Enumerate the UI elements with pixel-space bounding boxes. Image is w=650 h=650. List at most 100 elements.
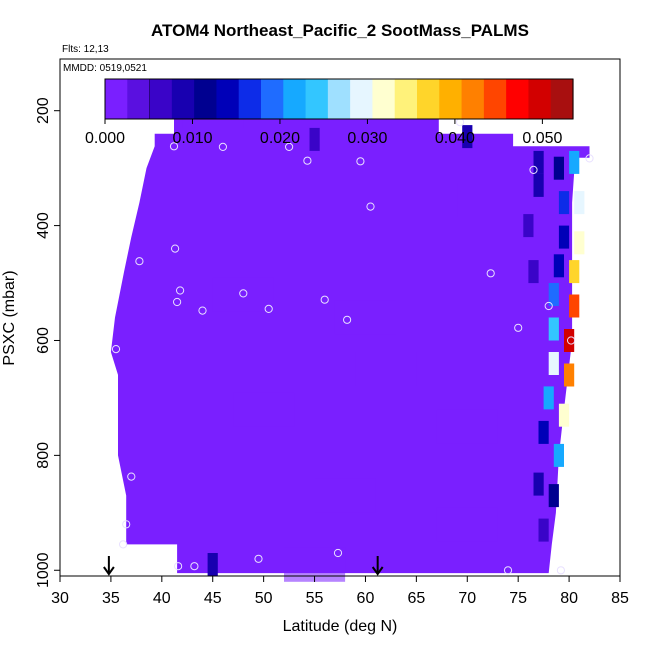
colorbar-segment: [394, 79, 418, 119]
sample-point: [171, 244, 180, 253]
sample-point: [127, 472, 136, 481]
colorbar-segment: [372, 79, 396, 119]
flight-arrows: [103, 556, 384, 576]
colorbar-segment: [261, 79, 284, 119]
x-axis-label: Latitude (deg N): [283, 618, 398, 635]
sample-point: [366, 202, 375, 211]
heatmap-cell: [355, 352, 417, 387]
heatmap-cell: [558, 403, 570, 427]
colorbar-segment: [105, 79, 128, 119]
heatmap-cell: [533, 173, 544, 197]
sample-point: [198, 306, 207, 315]
heatmap-cell: [212, 277, 274, 312]
colorbar-segment: [506, 79, 530, 119]
heatmap-cell: [574, 191, 585, 215]
colorbar-segment: [439, 79, 463, 119]
x-tick-label: 35: [102, 590, 120, 607]
sample-point: [556, 566, 566, 575]
colorbar-segment: [283, 79, 307, 119]
sample-point: [585, 154, 594, 163]
heatmap-cell: [314, 478, 376, 513]
heatmap-cell: [533, 472, 544, 496]
sample-point: [176, 286, 185, 295]
sample-point: [122, 520, 131, 529]
heatmap-cell: [569, 260, 580, 284]
sample-point: [486, 269, 495, 278]
colorbar-segment: [127, 79, 151, 119]
heatmap-cell: [558, 225, 570, 249]
heatmap-cell: [548, 484, 559, 508]
heatmap-cell: [553, 156, 564, 180]
heatmap-cell: [548, 283, 559, 306]
plot-area: [59, 58, 621, 582]
x-tick-label: 45: [204, 590, 222, 607]
heatmap-cell: [569, 150, 580, 174]
sample-point: [264, 304, 273, 313]
heatmap-cell: [548, 317, 559, 341]
heatmap-cell: [396, 182, 458, 217]
heatmap-cell: [309, 127, 320, 151]
colorbar-segment: [483, 79, 507, 119]
x-tick-label: 75: [509, 590, 527, 607]
heatmap-cell: [553, 443, 564, 467]
sample-point: [333, 548, 343, 558]
x-tick-label: 60: [357, 590, 375, 607]
colorbar-tick-label: 0.010: [172, 130, 212, 147]
heatmap-cell: [233, 392, 295, 427]
sample-point: [544, 301, 553, 311]
colorbar-segment: [171, 79, 195, 119]
heatmap-cell: [528, 260, 539, 284]
x-tick-label: 30: [51, 590, 69, 607]
x-tick-label: 55: [306, 590, 324, 607]
heatmap-cell: [207, 553, 218, 576]
x-tick-label: 70: [458, 590, 476, 607]
y-tick-label: 800: [35, 442, 52, 469]
sample-point: [503, 566, 513, 575]
heatmap-cell: [553, 254, 564, 278]
colorbar-segment: [149, 79, 173, 119]
sample-point: [169, 142, 179, 151]
colorbar-tick-label: 0.050: [522, 130, 562, 147]
heatmap-cell: [538, 420, 549, 444]
heatmap-cell: [558, 191, 570, 215]
sample-point: [218, 142, 227, 151]
flight-arrow: [103, 556, 115, 576]
colorbar-segment: [305, 79, 329, 119]
chart-title: ATOM4 Northeast_Pacific_2 SootMass_PALMS: [151, 21, 529, 40]
y-axis-label: PSXC (mbar): [1, 270, 18, 365]
x-tick-label: 80: [560, 590, 578, 607]
sample-point: [119, 540, 128, 549]
sample-point: [111, 345, 121, 354]
colorbar-segment: [216, 79, 240, 119]
sample-point: [320, 295, 329, 304]
plot-frame: [59, 58, 621, 577]
heatmap-cell: [533, 150, 544, 174]
flight-arrow: [371, 556, 384, 576]
sample-point: [529, 165, 538, 174]
sample-point: [173, 297, 182, 307]
subtitle-flights: Flts: 12,13: [62, 44, 109, 55]
heatmap-cell: [564, 363, 575, 387]
x-tick-label: 40: [153, 590, 171, 607]
colorbar-segment: [194, 79, 218, 119]
x-tick-label: 65: [407, 590, 425, 607]
heatmap-cell: [569, 294, 580, 318]
colorbar-segment: [350, 79, 374, 119]
y-tick-label: 1000: [35, 552, 52, 588]
colorbar-frame: [104, 78, 574, 120]
sample-point: [514, 323, 523, 332]
sample-point: [343, 315, 352, 324]
sample-point: [285, 142, 294, 151]
sample-point: [174, 562, 183, 571]
heatmap-cell: [462, 125, 473, 149]
sample-point: [303, 156, 312, 165]
sample-point: [567, 336, 576, 345]
heatmap-cell: [543, 386, 554, 410]
heatmap-cell: [538, 518, 549, 542]
x-tick-label: 85: [611, 590, 629, 607]
heatmap-cell: [436, 507, 498, 542]
sample-point: [239, 289, 248, 298]
y-axis: 200 400 600 800 1000: [35, 97, 60, 588]
y-tick-label: 200: [35, 97, 52, 124]
